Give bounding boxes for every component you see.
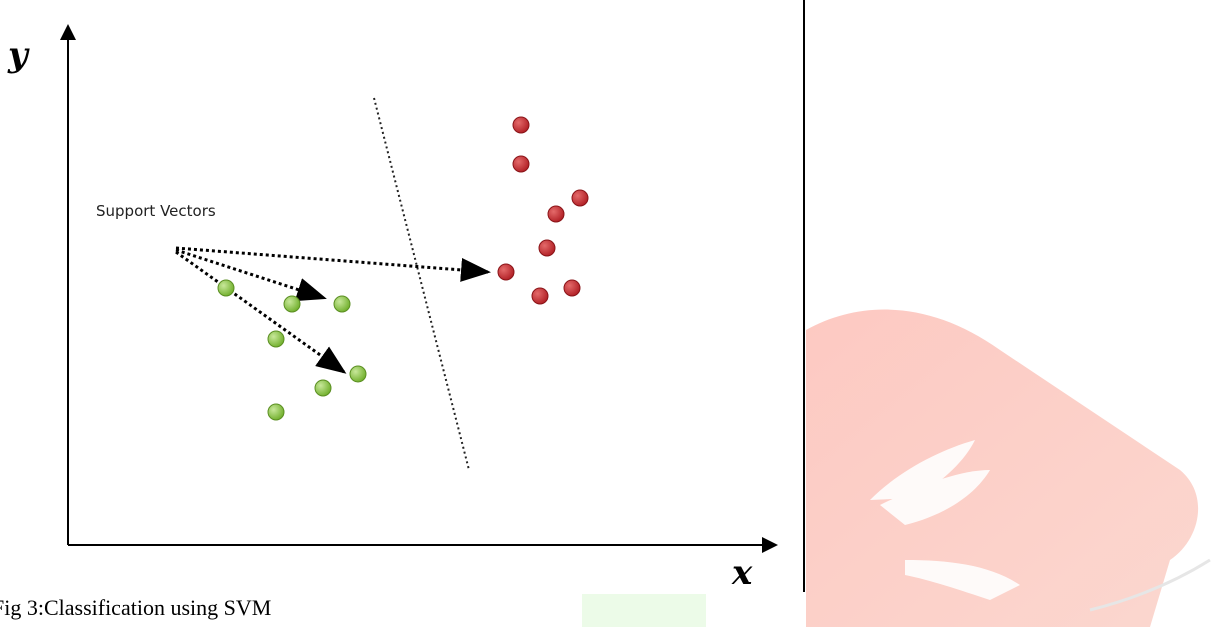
book-logo-icon [870, 440, 1020, 600]
red-point [547, 205, 565, 223]
red-point [538, 239, 556, 257]
arrow-to-green-support-vector-lower [175, 250, 347, 374]
support-vectors-annotation: Support Vectors [96, 202, 216, 220]
red-point [497, 263, 515, 281]
green-point [283, 295, 301, 313]
red-point [571, 189, 589, 207]
support-vector-arrows [175, 246, 491, 374]
x-axis-label: x [732, 553, 753, 593]
red-point [512, 116, 530, 134]
green-point [314, 379, 332, 397]
svm-diagram [60, 24, 778, 553]
column-divider [803, 0, 805, 592]
red-point [512, 155, 530, 173]
green-point [267, 330, 285, 348]
arrow-to-red-support-vector [175, 246, 491, 282]
class-b-points [497, 116, 589, 305]
red-point [531, 287, 549, 305]
green-point [333, 295, 351, 313]
arrow-to-green-support-vector-upper [175, 248, 327, 302]
red-point [563, 279, 581, 297]
decision-boundary [373, 97, 470, 471]
class-a-points [217, 279, 367, 421]
figure-caption: Fig 3:Classification using SVM [0, 595, 272, 620]
green-point [267, 403, 285, 421]
green-point [349, 365, 367, 383]
green-point [217, 279, 235, 297]
y-axis-label: y [8, 35, 28, 75]
decorative-strip [582, 594, 706, 627]
